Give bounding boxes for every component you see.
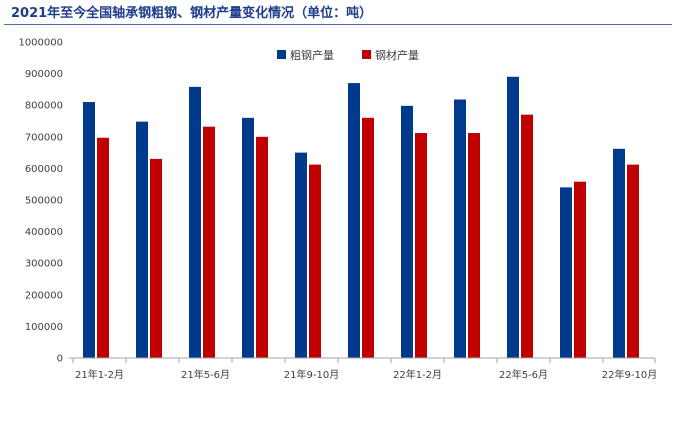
bar-steel-products xyxy=(362,117,374,358)
x-tick-label: 22年9-10月 xyxy=(602,368,657,381)
bar-crude-steel xyxy=(560,187,572,358)
bar-series-group xyxy=(83,76,639,359)
legend: 粗钢产量 钢材产量 xyxy=(277,48,419,62)
bar-steel-products xyxy=(415,133,427,358)
bar-steel-products xyxy=(521,114,533,359)
legend-swatch-crude-steel xyxy=(277,50,286,59)
bar-crude-steel xyxy=(136,121,148,358)
bar-steel-products xyxy=(256,136,268,358)
y-tick-label: 900000 xyxy=(25,69,63,80)
y-tick-label: 100000 xyxy=(25,322,63,333)
bar-crude-steel xyxy=(295,152,307,358)
y-tick-label: 300000 xyxy=(25,259,63,270)
bar-steel-products xyxy=(203,126,215,358)
bar-steel-products xyxy=(309,164,321,358)
y-tick-label: 0 xyxy=(57,354,63,365)
x-tick-label: 21年1-2月 xyxy=(75,368,124,381)
legend-label-steel-products: 钢材产量 xyxy=(375,48,419,62)
bar-crude-steel xyxy=(189,86,201,358)
bar-crude-steel xyxy=(613,148,625,358)
chart-title: 2021年至今全国轴承钢粗钢、钢材产量变化情况（单位：吨） xyxy=(11,6,373,21)
y-tick-label: 200000 xyxy=(25,290,63,301)
title-divider xyxy=(4,24,672,25)
bar-steel-products xyxy=(150,158,162,358)
x-tick-label: 21年5-6月 xyxy=(181,368,230,381)
bar-crude-steel xyxy=(83,102,95,358)
y-tick-label: 1000000 xyxy=(18,38,63,49)
x-tick-label: 21年9-10月 xyxy=(284,368,339,381)
y-tick-label: 800000 xyxy=(25,101,63,112)
x-tick-label: 22年5-6月 xyxy=(499,368,548,381)
x-axis: 21年1-2月 21年5-6月 21年9-10月 22年1-2月 22年5-6月 22年9… xyxy=(69,357,657,381)
y-axis: 0 100000 200000 300000 400000 500000 600000 700… xyxy=(18,38,63,365)
bar-steel-products xyxy=(97,137,109,358)
bar-crude-steel xyxy=(401,105,413,358)
y-tick-label: 700000 xyxy=(25,132,63,143)
bar-crude-steel xyxy=(242,117,254,358)
bar-steel-products xyxy=(468,133,480,358)
x-tick-label: 22年1-2月 xyxy=(393,368,442,381)
legend-swatch-steel-products xyxy=(362,50,371,59)
y-tick-label: 600000 xyxy=(25,164,63,175)
bar-crude-steel xyxy=(507,76,519,358)
y-tick-label: 400000 xyxy=(25,227,63,238)
bar-crude-steel xyxy=(454,99,466,359)
bar-crude-steel xyxy=(348,83,360,358)
y-tick-label: 500000 xyxy=(25,196,63,207)
bar-steel-products xyxy=(574,181,586,358)
bar-steel-products xyxy=(627,164,639,358)
legend-label-crude-steel: 粗钢产量 xyxy=(290,48,334,62)
